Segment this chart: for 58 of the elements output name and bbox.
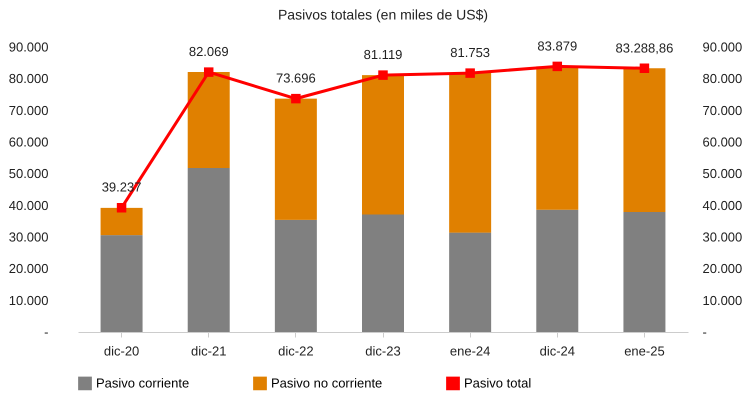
x-tick-label: dic-20: [104, 344, 140, 358]
bar: [100, 208, 143, 236]
bar: [536, 210, 578, 332]
point: [378, 70, 388, 80]
y-tick-label: 20.000: [8, 261, 48, 276]
y2-tick-label: 80.000: [702, 71, 742, 86]
y2-tick-label: 30.000: [702, 230, 742, 244]
bar: [188, 72, 230, 168]
bar: [449, 232, 492, 332]
data-label: 81.753: [450, 45, 490, 60]
bar: [274, 98, 317, 220]
data-label: 81.119: [364, 47, 402, 62]
point: [552, 62, 562, 72]
y2-tick-label: 70.000: [702, 102, 742, 118]
y-tick-label: 10.000: [8, 292, 48, 308]
y-tick-label: 40.000: [8, 198, 48, 213]
data-label: 82.069: [188, 44, 229, 60]
y2-tick-label: -: [702, 324, 707, 340]
x-tick-label: dic-24: [540, 344, 575, 358]
bar: [100, 235, 143, 332]
point: [116, 203, 126, 212]
x-tick-label: dic-23: [365, 344, 401, 358]
bar: [623, 212, 666, 332]
point: [204, 67, 214, 77]
y-tick-label: 50.000: [8, 166, 48, 182]
y-tick-label: 90.000: [8, 40, 48, 54]
chart-title: Pasivos totales (en miles de US$): [278, 6, 488, 22]
y-tick-label: 60.000: [8, 134, 48, 150]
y2-tick-label: 90.000: [702, 40, 742, 54]
y2-tick-label: 60.000: [702, 134, 742, 150]
y2-tick-label: 50.000: [702, 166, 742, 182]
bar: [274, 220, 317, 332]
bar: [362, 214, 404, 332]
point: [291, 94, 301, 104]
bar: [449, 72, 492, 233]
bar: [362, 75, 404, 215]
x-tick-label: ene-25: [624, 344, 665, 358]
x-tick-label: ene-24: [450, 344, 490, 358]
y-tick-label: 30.000: [8, 230, 48, 244]
legend-label: Pasivo no corriente: [271, 375, 382, 390]
x-tick-label: dic-21: [191, 344, 226, 358]
x-tick-label: dic-22: [278, 344, 314, 358]
y2-tick-label: 10.000: [702, 292, 742, 308]
point: [465, 68, 475, 78]
legend-label: Pasivo corriente: [96, 375, 190, 390]
y-tick-label: 80.000: [8, 71, 48, 86]
data-label: 73.696: [276, 70, 316, 86]
y2-tick-label: 40.000: [702, 198, 742, 213]
y-tick-label: -: [44, 324, 48, 340]
data-label: 83.879: [537, 38, 578, 54]
point: [640, 64, 650, 73]
y2-tick-label: 20.000: [702, 261, 742, 276]
legend-label: Pasivo total: [464, 375, 532, 390]
bar: [188, 168, 230, 332]
bar: [623, 68, 666, 212]
data-label: 83.288,86: [616, 40, 674, 56]
y-tick-label: 70.000: [8, 102, 48, 118]
bar: [536, 66, 578, 210]
